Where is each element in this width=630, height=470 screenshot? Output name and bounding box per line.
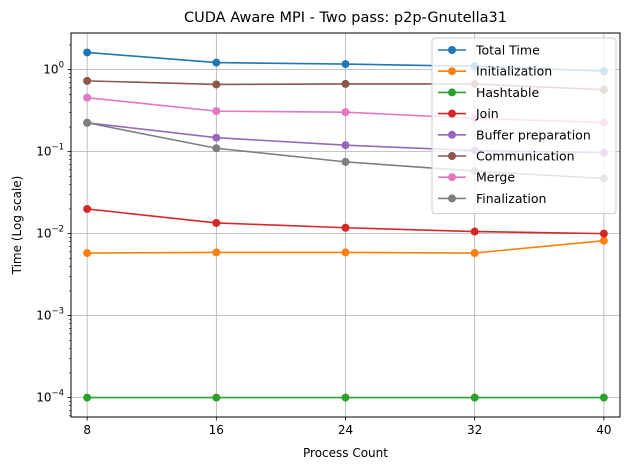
chart-title: CUDA Aware MPI - Two pass: p2p-Gnutella3… xyxy=(184,10,507,26)
data-point xyxy=(83,118,92,127)
data-point xyxy=(83,249,92,258)
legend-label: Merge xyxy=(476,170,515,185)
legend-label: Communication xyxy=(476,149,575,164)
y-tick-label: 10−1 xyxy=(36,143,64,159)
data-point xyxy=(341,393,350,402)
data-point xyxy=(212,80,221,89)
data-point xyxy=(470,393,479,402)
y-tick-label: 10−4 xyxy=(36,389,64,405)
legend-swatch-marker xyxy=(448,173,456,182)
data-point xyxy=(212,107,221,116)
legend-label: Join xyxy=(475,106,499,121)
legend-swatch-marker xyxy=(448,109,456,118)
data-point xyxy=(212,248,221,257)
x-tick-label: 8 xyxy=(83,423,91,437)
legend-label: Initialization xyxy=(476,64,552,79)
data-point xyxy=(341,223,350,232)
series-initialization xyxy=(83,236,608,258)
data-point xyxy=(341,79,350,88)
y-axis-label: Time (Log scale) xyxy=(10,176,24,276)
data-point xyxy=(83,204,92,213)
y-tick-label: 100 xyxy=(43,61,64,77)
legend-item: Join xyxy=(438,106,499,121)
data-point xyxy=(212,58,221,67)
legend: Total Time Initialization Hashtable Join Buf… xyxy=(431,37,617,215)
data-point xyxy=(83,48,92,57)
legend-item: Merge xyxy=(438,170,515,185)
data-point xyxy=(341,157,350,166)
legend-swatch-marker xyxy=(448,67,456,76)
y-tick-label: 10−3 xyxy=(36,307,64,323)
legend-label: Hashtable xyxy=(476,85,539,100)
data-point xyxy=(83,93,92,102)
data-point xyxy=(83,76,92,85)
legend-item: Communication xyxy=(438,149,575,164)
data-point xyxy=(341,108,350,117)
data-point xyxy=(470,249,479,258)
x-tick-label: 16 xyxy=(209,423,224,437)
legend-swatch-marker xyxy=(448,46,456,54)
data-point xyxy=(83,393,92,402)
legend-label: Buffer preparation xyxy=(476,127,591,142)
data-point xyxy=(341,60,350,69)
data-point xyxy=(470,227,479,236)
data-point xyxy=(212,133,221,142)
legend-swatch-marker xyxy=(448,194,456,203)
x-axis-label: Process Count xyxy=(303,446,388,460)
legend-item: Finalization xyxy=(438,191,546,206)
data-point xyxy=(599,393,608,402)
data-point xyxy=(341,248,350,257)
data-point xyxy=(341,141,350,150)
data-point xyxy=(212,393,221,402)
legend-label: Finalization xyxy=(476,191,546,206)
legend-swatch-marker xyxy=(448,152,456,160)
legend-label: Total Time xyxy=(475,43,540,58)
legend-item: Initialization xyxy=(438,64,552,79)
legend-box xyxy=(431,37,617,215)
x-axis: 8 16 24 32 40 xyxy=(83,417,611,437)
legend-swatch-marker xyxy=(448,130,456,139)
x-tick-label: 32 xyxy=(467,423,482,437)
series-hashtable xyxy=(83,393,608,402)
legend-swatch-marker xyxy=(448,88,456,97)
data-point xyxy=(599,229,608,238)
x-tick-label: 40 xyxy=(596,423,611,437)
y-tick-label: 10−2 xyxy=(36,225,64,241)
data-point xyxy=(212,218,221,227)
legend-item: Hashtable xyxy=(438,85,539,100)
data-point xyxy=(599,236,608,245)
data-point xyxy=(212,144,221,153)
legend-item: Buffer preparation xyxy=(438,127,591,142)
x-tick-label: 24 xyxy=(338,423,353,437)
series-join xyxy=(83,204,608,238)
y-axis: 10−4 10−3 10−2 10−1 100 xyxy=(36,44,71,417)
legend-item: Total Time xyxy=(438,43,540,58)
